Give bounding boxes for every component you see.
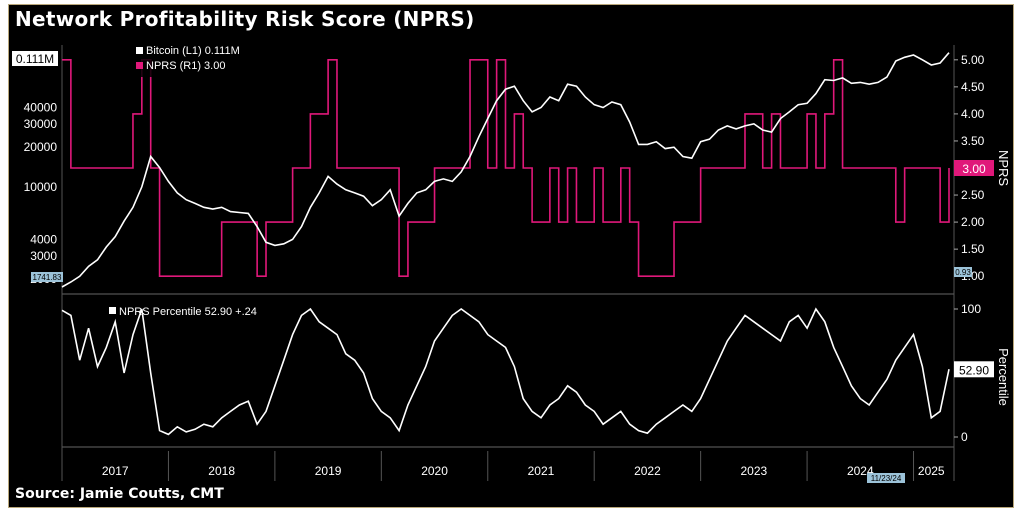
x-tick-label: 2021 (528, 464, 555, 478)
x-tick-label: 2020 (421, 464, 448, 478)
percentile-axis-title: Percentile (996, 348, 1011, 406)
left-tick-label: 4000 (30, 232, 57, 246)
right-tick-label: 4.00 (961, 107, 985, 121)
left-tick-label: 20000 (24, 140, 58, 154)
bitcoin-current-badge (12, 51, 58, 66)
percentile-current-badge (954, 361, 994, 378)
right-tick-label: 1.50 (961, 242, 985, 256)
right-axis-title: NPRS (996, 150, 1011, 186)
bitcoin-legend-label: Bitcoin (L1) 0.111M (146, 45, 240, 57)
percentile-tick-label: 0 (961, 430, 968, 444)
nprs-current-label: 3.00 (962, 162, 986, 176)
top-legend-box (131, 43, 265, 77)
bitcoin-current-label: 0.111M (16, 52, 54, 66)
x-tick-label: 2017 (102, 464, 129, 478)
percentile-current-label: 52.90 (959, 363, 989, 377)
left-tick-label: 10000 (24, 180, 58, 194)
nprs-series-line (62, 59, 950, 277)
right-tick-label: 2.00 (961, 215, 985, 229)
nprs-current-badge (954, 160, 994, 176)
percentile-tick-label: 100 (961, 302, 981, 316)
percentile-legend-swatch (109, 307, 116, 314)
chart-frame: Network Profitability Risk Score (NPRS) … (8, 4, 1014, 508)
right-tick-label: 3.50 (961, 134, 985, 148)
nprs-low-label: 0.93 (955, 268, 971, 277)
chart-title: Network Profitability Risk Score (NPRS) (15, 7, 475, 31)
chart-svg: 2017 2018 2019 2020 2021 2022 2023 2024 20254000… (12, 43, 1011, 483)
nprs-low-badge (954, 267, 972, 277)
date-badge (867, 473, 905, 483)
x-tick-label: 2019 (315, 464, 342, 478)
x-tick-label: 2023 (741, 464, 768, 478)
left-tick-label: 3000 (30, 249, 57, 263)
nprs-legend-swatch (136, 62, 143, 69)
source-note: Source: Jamie Coutts, CMT (15, 486, 224, 502)
right-tick-label: 5.00 (961, 53, 985, 67)
bitcoin-low-label: 1741.83 (33, 273, 62, 282)
nprs-legend-label: NPRS (R1) 3.00 (146, 60, 225, 72)
x-tick-label: 2025 (918, 464, 945, 478)
percentile-legend-label: NPRS Percentile 52.90 +.24 (119, 306, 257, 318)
left-tick-label: 40000 (24, 100, 58, 114)
right-tick-label: 2.50 (961, 188, 985, 202)
bitcoin-series-line (61, 52, 950, 288)
left-tick-label: 30000 (24, 117, 58, 131)
x-tick-label: 2018 (208, 464, 235, 478)
date-badge-label: 11/23/24 (871, 474, 902, 483)
x-tick-label: 2022 (634, 464, 661, 478)
right-tick-label: 4.50 (961, 80, 985, 94)
bitcoin-low-badge (31, 272, 63, 282)
percentile-series-line (61, 307, 950, 436)
bitcoin-legend-swatch (136, 47, 143, 54)
